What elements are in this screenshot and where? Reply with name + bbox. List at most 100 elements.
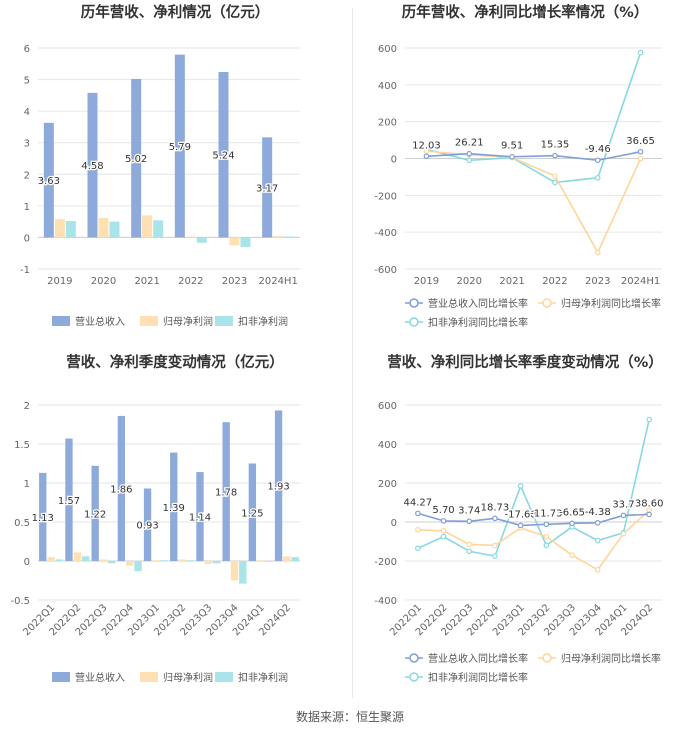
bar-revenue bbox=[87, 92, 98, 238]
point-revenue-growth bbox=[552, 152, 558, 159]
point-revenue-growth bbox=[594, 520, 601, 526]
y-tick-label: 200 bbox=[378, 118, 397, 129]
quarterly-revenue-profit-chart: 营收、净利季度变动情况（亿元）-0.500.511.522022Q12022Q2… bbox=[10, 353, 300, 684]
chart-title: 历年营收、净利情况（亿元） bbox=[81, 3, 270, 21]
line-value-label: 5.70 bbox=[432, 505, 454, 516]
legend-label: 扣非净利润 bbox=[238, 671, 288, 684]
bar-deducted-profit bbox=[108, 561, 116, 564]
bar-deducted-profit bbox=[160, 560, 168, 562]
legend-label: 扣非净利润同比增长率 bbox=[428, 316, 528, 329]
annual-growth-rate-chart: 历年营收、净利同比增长率情况（%） -600 -400 -200 0 200 400 600 2… bbox=[374, 3, 662, 329]
legend-swatch bbox=[215, 672, 233, 682]
bar-value-label: 1.93 bbox=[267, 482, 289, 493]
bar-net-profit bbox=[73, 552, 81, 561]
bar-revenue bbox=[170, 452, 178, 561]
y-tick-label: 600 bbox=[378, 401, 397, 412]
bar-value-label: 5.79 bbox=[169, 142, 191, 153]
bar-deducted-profit bbox=[55, 559, 64, 561]
legend-swatch bbox=[52, 316, 70, 326]
annual-revenue-profit-chart: 历年营收、净利情况（亿元） -1 0 1 2 3 4 5 6 2019 2020 2021 2022 20… bbox=[20, 3, 300, 328]
bar-value-label: 3.63 bbox=[38, 176, 60, 187]
bar-net-profit bbox=[126, 561, 134, 566]
x-tick-label: 2020 bbox=[91, 276, 116, 287]
legend-label: 营业总收入同比增长率 bbox=[428, 652, 528, 665]
point-revenue-growth bbox=[423, 153, 430, 160]
x-tick-label: 2021 bbox=[134, 276, 159, 287]
bar-value-label: 1.86 bbox=[110, 484, 132, 495]
bar-net-profit bbox=[54, 219, 65, 238]
bar-deducted-profit bbox=[109, 221, 120, 238]
line-value-label: 3.74 bbox=[458, 505, 480, 516]
bar-value-label: 1.22 bbox=[84, 509, 106, 520]
x-tick-label: 2022 bbox=[178, 276, 203, 287]
y-tick-label: 200 bbox=[378, 479, 397, 490]
x-tick-label: 2023 bbox=[585, 276, 610, 287]
bar-revenue bbox=[274, 410, 283, 561]
quarterly-growth-rate-chart: 营收、净利同比增长率季度变动情况（%）-400-2000200400600202… bbox=[374, 353, 664, 684]
point-revenue-growth bbox=[440, 518, 447, 524]
line-deducted-profit-growth bbox=[417, 419, 650, 558]
line-value-label: -9.46 bbox=[585, 144, 611, 155]
y-tick-label: 400 bbox=[378, 81, 397, 92]
line-value-label: 12.03 bbox=[412, 140, 441, 151]
y-tick-label: -200 bbox=[374, 191, 397, 202]
bar-net-profit bbox=[99, 559, 108, 561]
x-tick-label: 2024H1 bbox=[258, 276, 297, 287]
bar-revenue bbox=[39, 472, 47, 561]
point-deducted-profit-growth bbox=[492, 553, 498, 559]
y-tick-label: 600 bbox=[378, 44, 397, 55]
point-revenue-growth bbox=[509, 153, 515, 160]
bar-revenue bbox=[91, 465, 99, 561]
point-deducted-profit-growth bbox=[594, 175, 601, 181]
legend-label: 扣非净利润同比增长率 bbox=[428, 671, 528, 684]
point-revenue-growth bbox=[517, 522, 524, 529]
x-tick-label: 2021 bbox=[499, 276, 524, 287]
y-tick-label: 3 bbox=[24, 139, 30, 150]
bar-net-profit bbox=[152, 560, 160, 562]
y-tick-label: 4 bbox=[24, 107, 30, 118]
point-net-profit-growth bbox=[492, 542, 498, 549]
point-revenue-growth bbox=[620, 512, 627, 519]
chart-title: 营收、净利季度变动情况（亿元） bbox=[66, 353, 284, 371]
line-net-profit-growth bbox=[426, 150, 642, 255]
bar-net-profit bbox=[178, 559, 186, 561]
bar-revenue bbox=[196, 472, 204, 561]
panel-divider bbox=[352, 8, 353, 698]
legend-label: 扣非净利润 bbox=[238, 315, 288, 328]
point-revenue-growth bbox=[492, 515, 498, 522]
bar-revenue bbox=[222, 422, 230, 561]
point-net-profit-growth bbox=[620, 530, 627, 537]
point-deducted-profit-growth bbox=[646, 416, 652, 423]
legend-label: 归母净利润同比增长率 bbox=[561, 297, 661, 310]
legend-swatch bbox=[140, 316, 158, 326]
bar-deducted-profit bbox=[186, 560, 195, 562]
bar-revenue bbox=[117, 415, 126, 561]
bar-net-profit bbox=[257, 560, 265, 562]
y-tick-label: -1 bbox=[20, 265, 30, 276]
point-deducted-profit-growth bbox=[415, 545, 421, 552]
line-value-label: 9.51 bbox=[501, 141, 523, 152]
line-net-profit-growth bbox=[417, 509, 650, 571]
point-revenue-growth bbox=[637, 148, 644, 155]
bar-deducted-profit bbox=[239, 561, 247, 584]
y-tick-label: 0 bbox=[24, 233, 30, 244]
bar-net-profit bbox=[230, 561, 239, 581]
bar-deducted-profit bbox=[291, 557, 299, 561]
point-net-profit-growth bbox=[594, 566, 601, 573]
legend-marker bbox=[542, 298, 552, 308]
bar-net-profit bbox=[98, 217, 109, 238]
legend-label: 营业总收入 bbox=[75, 315, 125, 328]
y-tick-label: -200 bbox=[374, 557, 397, 568]
bar-deducted-profit bbox=[284, 236, 295, 238]
point-deducted-profit-growth bbox=[466, 548, 473, 555]
legend-label: 归母净利润同比增长率 bbox=[561, 652, 661, 665]
point-net-profit-growth bbox=[594, 249, 601, 256]
bar-deducted-profit bbox=[196, 237, 207, 243]
bar-deducted-profit bbox=[240, 237, 251, 247]
line-revenue-growth bbox=[417, 512, 650, 527]
y-tick-label: -400 bbox=[374, 228, 397, 239]
point-net-profit-growth bbox=[415, 527, 421, 533]
legend-swatch bbox=[52, 672, 70, 682]
line-value-label: -4.38 bbox=[585, 507, 611, 518]
bar-revenue bbox=[43, 122, 54, 238]
